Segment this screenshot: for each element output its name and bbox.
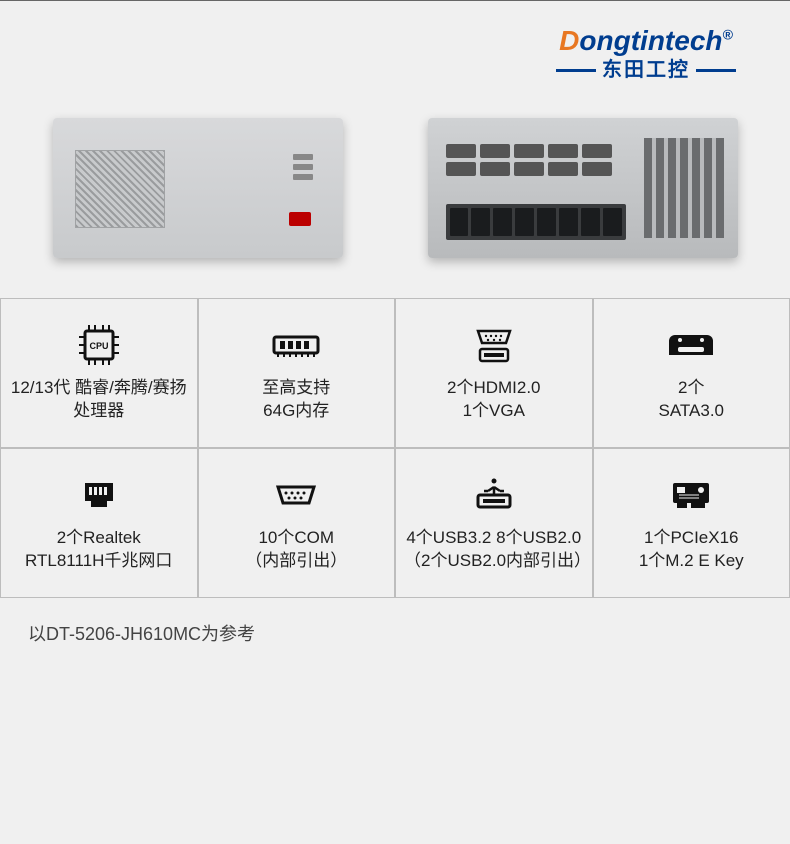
spec-line2: （内部引出） [245, 550, 347, 573]
spec-line2: 处理器 [11, 400, 187, 423]
product-rear-view [428, 118, 738, 258]
logo-area: Dongtintech® 东田工控 [0, 1, 790, 98]
logo-main: Dongtintech® [550, 25, 742, 57]
usb-icon [466, 473, 522, 517]
svg-text:CPU: CPU [89, 341, 108, 351]
ram-icon [268, 323, 324, 367]
spec-line1: 2个Realtek [25, 527, 172, 550]
logo-sub: 东田工控 [550, 53, 742, 82]
spec-cpu: CPU 12/13代 酷睿/奔腾/赛扬处理器 [0, 298, 198, 448]
spec-line2: RTL8111H千兆网口 [25, 550, 172, 573]
spec-line1: 1个PCIeX16 [639, 527, 744, 550]
spec-line1: 2个HDMI2.0 [447, 377, 541, 400]
spec-line1: 4个USB3.2 8个USB2.0 [404, 527, 584, 550]
brand-logo: Dongtintech® 东田工控 [550, 25, 742, 82]
sata-icon [663, 323, 719, 367]
spec-usb: 4个USB3.2 8个USB2.0（2个USB2.0内部引出） [395, 448, 593, 598]
spec-display: 2个HDMI2.01个VGA [395, 298, 593, 448]
spec-com: 10个COM（内部引出） [198, 448, 396, 598]
vga-icon [466, 323, 522, 367]
spec-line1: 至高支持 [262, 377, 330, 400]
spec-line1: 2个 [658, 377, 724, 400]
product-front-view [53, 118, 343, 258]
pcie-icon [663, 473, 719, 517]
spec-line2: （2个USB2.0内部引出） [404, 550, 584, 573]
spec-ram: 至高支持64G内存 [198, 298, 396, 448]
spec-lan: 2个RealtekRTL8111H千兆网口 [0, 448, 198, 598]
cpu-icon: CPU [71, 323, 127, 367]
product-images [0, 98, 790, 298]
spec-sata: 2个SATA3.0 [593, 298, 790, 448]
spec-line1: 10个COM [245, 527, 347, 550]
spec-line2: 1个M.2 E Key [639, 550, 744, 573]
spec-pcie: 1个PCIeX161个M.2 E Key [593, 448, 790, 598]
lan-icon [71, 473, 127, 517]
spec-line2: SATA3.0 [658, 400, 724, 423]
spec-line2: 1个VGA [447, 400, 541, 423]
spec-grid: CPU 12/13代 酷睿/奔腾/赛扬处理器 至高支持64G内存 2个HDMI2… [0, 298, 790, 598]
footnote: 以DT-5206-JH610MC为参考 [0, 598, 790, 668]
spec-line1: 12/13代 酷睿/奔腾/赛扬 [11, 377, 187, 400]
spec-line2: 64G内存 [262, 400, 330, 423]
com-icon [268, 473, 324, 517]
